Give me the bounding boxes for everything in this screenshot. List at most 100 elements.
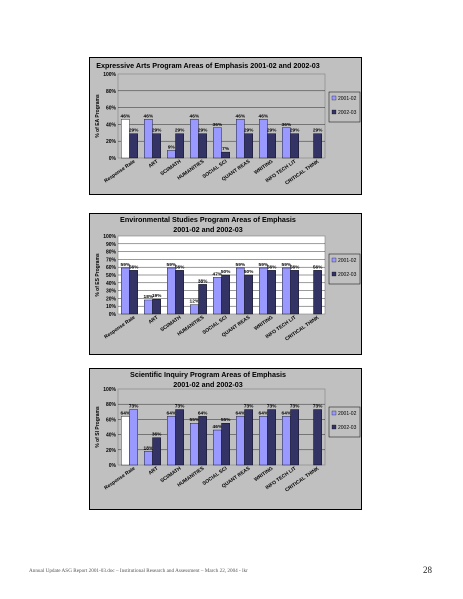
bar: [175, 409, 184, 466]
y-tick-label: 100%: [103, 234, 116, 240]
y-tick-label: 20%: [106, 296, 117, 302]
bar: [244, 274, 253, 315]
page-number: 28: [423, 565, 432, 575]
data-label: 73%: [244, 404, 254, 410]
data-label: 64%: [198, 410, 208, 416]
data-label: 56%: [129, 264, 139, 270]
data-label: 29%: [152, 128, 162, 134]
data-label: 46%: [259, 113, 269, 119]
y-tick-label: 10%: [106, 304, 117, 310]
bar: [213, 127, 222, 159]
bar: [144, 119, 153, 159]
data-label: 55%: [190, 417, 200, 423]
legend-swatch: [331, 271, 337, 277]
data-label: 73%: [175, 404, 185, 410]
bar: [121, 119, 130, 159]
bar: [213, 277, 222, 315]
data-label: 59%: [236, 262, 246, 268]
bar: [313, 133, 322, 159]
data-label: 73%: [290, 404, 300, 410]
category-label: Response Rate: [103, 159, 136, 185]
data-label: 59%: [282, 262, 292, 268]
bar: [198, 416, 207, 466]
data-label: 56%: [175, 264, 185, 270]
y-tick-label: 30%: [106, 289, 117, 295]
y-tick-label: 40%: [106, 433, 117, 439]
data-label: 50%: [244, 269, 254, 275]
y-tick-label: 40%: [106, 281, 117, 287]
category-label: ART: [148, 159, 160, 170]
y-tick-label: 0%: [109, 463, 117, 469]
data-label: 73%: [267, 404, 277, 410]
data-label: 46%: [121, 113, 131, 119]
data-label: 64%: [259, 410, 269, 416]
data-label: 19%: [152, 293, 162, 299]
data-label: 7%: [222, 146, 230, 152]
bar: [221, 274, 230, 315]
data-label: 73%: [129, 404, 139, 410]
bar: [221, 423, 230, 466]
y-tick-label: 100%: [103, 387, 116, 393]
y-axis-label: % of ES Programs: [95, 253, 101, 297]
data-label: 56%: [313, 264, 323, 270]
data-label: 46%: [144, 113, 154, 119]
bar: [129, 270, 138, 315]
bar: [167, 267, 176, 315]
y-tick-label: 0%: [109, 312, 117, 318]
bar: [144, 299, 153, 315]
bar: [267, 133, 276, 159]
y-tick-label: 80%: [106, 250, 117, 256]
category-label: Response Rate: [103, 466, 136, 492]
bar: [198, 284, 207, 315]
y-axis-label: % of SI Programs: [95, 406, 101, 448]
bar: [198, 133, 207, 159]
y-tick-label: 60%: [106, 106, 117, 112]
bar: [152, 133, 161, 159]
bar: [282, 267, 291, 315]
chart-title: 2001-02 and 2002-03: [173, 380, 243, 389]
bar: [175, 270, 184, 315]
data-label: 56%: [290, 264, 300, 270]
data-label: 46%: [213, 424, 223, 430]
bar: [313, 270, 322, 315]
y-tick-label: 80%: [106, 402, 117, 408]
bar: [121, 416, 130, 466]
legend-label: 2001-02: [338, 96, 357, 102]
bar: [152, 298, 161, 315]
data-label: 59%: [167, 262, 177, 268]
data-label: 9%: [168, 144, 176, 150]
legend-label: 2002-03: [338, 110, 357, 116]
bar: [221, 151, 230, 159]
legend-swatch: [331, 95, 337, 101]
y-tick-label: 100%: [103, 72, 116, 78]
legend-label: 2002-03: [338, 272, 357, 278]
bar: [152, 437, 161, 466]
data-label: 29%: [129, 128, 139, 134]
legend-label: 2001-02: [338, 258, 357, 264]
page-footer: Annual Update ASG Report 2001-03.doc – I…: [29, 568, 248, 574]
bar: [267, 409, 276, 466]
bar: [190, 423, 199, 466]
legend-label: 2001-02: [338, 411, 357, 417]
bar: [236, 416, 245, 466]
data-label: 59%: [121, 262, 131, 268]
expressive-arts-chart: Expressive Arts Program Areas of Emphasi…: [89, 57, 362, 195]
y-tick-label: 0%: [109, 156, 117, 162]
bar: [175, 133, 184, 159]
bar: [244, 409, 253, 466]
bar: [129, 133, 138, 159]
bar: [236, 119, 245, 159]
bar: [290, 270, 299, 315]
data-label: 73%: [313, 404, 323, 410]
data-label: 56%: [267, 264, 277, 270]
bar: [129, 409, 138, 466]
category-label: ART: [148, 466, 160, 477]
data-label: 12%: [190, 299, 200, 305]
legend-swatch: [331, 410, 337, 416]
bar: [244, 133, 253, 159]
y-tick-label: 90%: [106, 242, 117, 248]
data-label: 50%: [221, 269, 231, 275]
data-label: 64%: [236, 410, 246, 416]
bar: [213, 429, 222, 466]
y-tick-label: 20%: [106, 139, 117, 145]
